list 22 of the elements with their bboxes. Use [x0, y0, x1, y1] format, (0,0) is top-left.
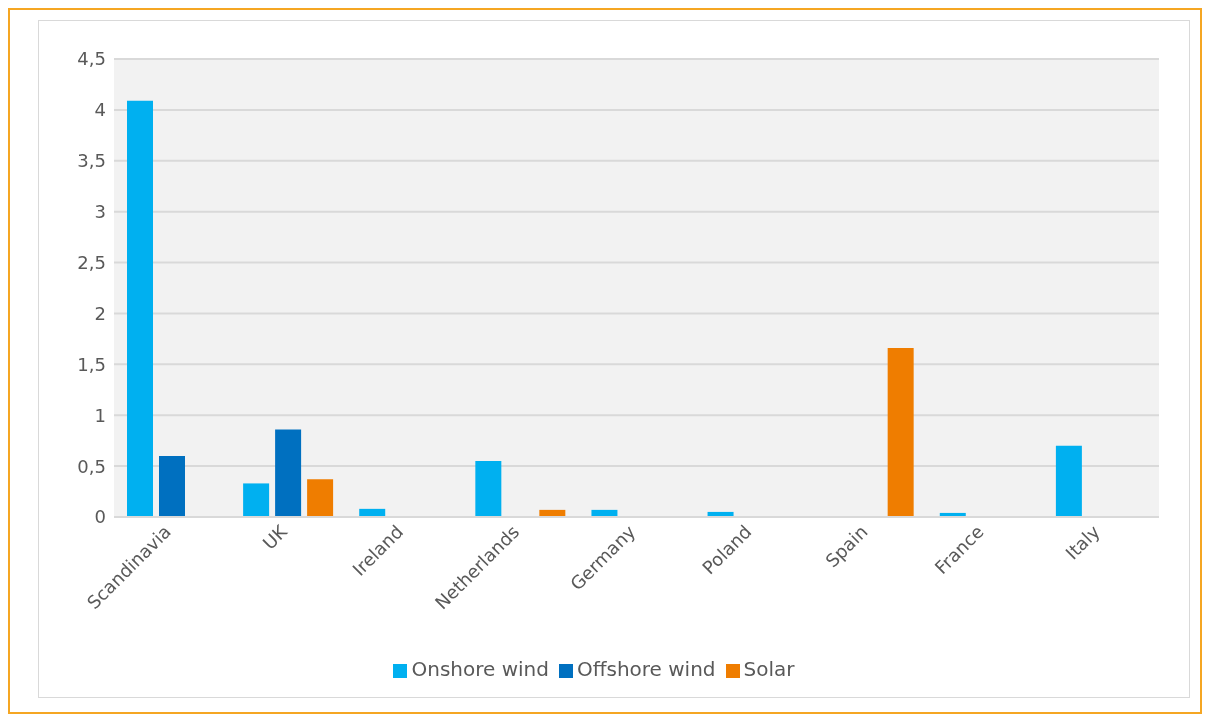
y-tick-label: 4: [94, 99, 106, 121]
y-tick-label: 0: [94, 506, 106, 528]
bar: [475, 461, 502, 517]
legend-label: Solar: [743, 657, 795, 681]
bar: [159, 455, 185, 517]
y-tick-label: 1: [94, 404, 106, 426]
y-tick-label: 2,5: [77, 251, 106, 273]
legend-label: Offshore wind: [576, 657, 716, 681]
bar: [887, 348, 914, 517]
bar: [307, 479, 334, 517]
legend-label: Onshore wind: [411, 657, 549, 681]
bar: [127, 100, 153, 517]
y-tick-label: 1,5: [77, 353, 106, 375]
bar: [275, 429, 302, 517]
y-tick-label: 2: [94, 302, 106, 324]
y-tick-label: 0,5: [77, 455, 106, 477]
y-tick-label: 3,5: [77, 150, 106, 172]
bar: [243, 483, 270, 517]
y-tick-label: 4,5: [77, 48, 106, 70]
bar: [1055, 445, 1082, 517]
y-tick-label: 3: [94, 201, 106, 223]
x-tick-label: UK: [258, 520, 292, 554]
